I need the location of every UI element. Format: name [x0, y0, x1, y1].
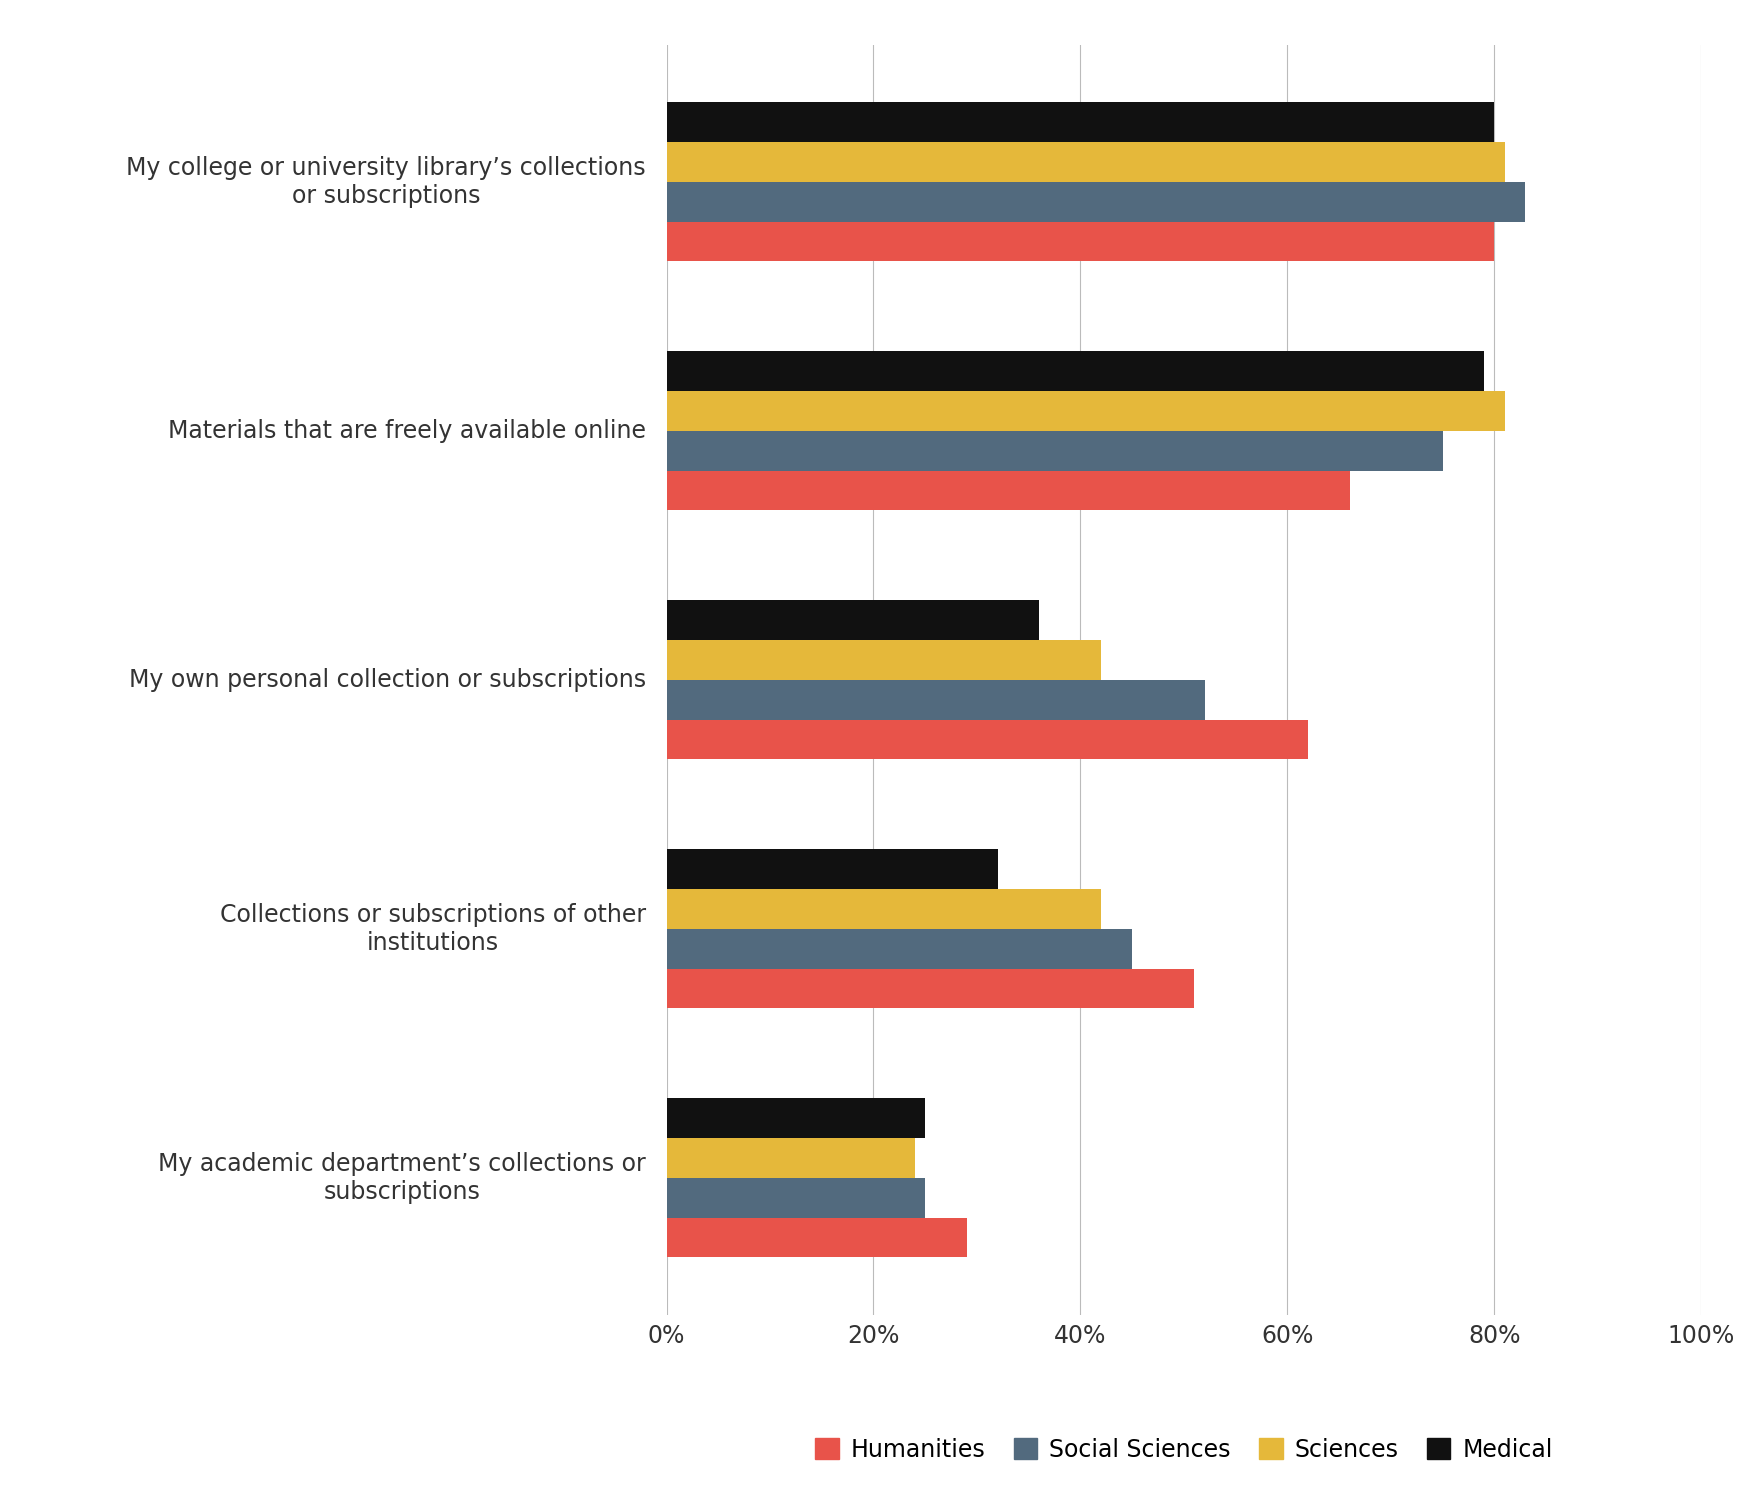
Bar — [667, 221, 1494, 261]
Bar — [667, 391, 1505, 430]
Legend: Humanities, Social Sciences, Sciences, Medical: Humanities, Social Sciences, Sciences, M… — [805, 1428, 1563, 1472]
Bar — [667, 968, 1194, 1008]
Bar — [667, 849, 998, 889]
Bar — [667, 1177, 926, 1218]
Bar — [667, 929, 1133, 968]
Bar — [667, 639, 1102, 680]
Bar — [667, 1218, 966, 1258]
Bar — [667, 680, 1205, 720]
Bar — [667, 471, 1349, 511]
Bar — [667, 430, 1442, 471]
Bar — [667, 182, 1526, 221]
Bar — [667, 1138, 916, 1177]
Bar — [667, 720, 1308, 759]
Bar — [667, 351, 1484, 391]
Bar — [667, 601, 1038, 639]
Bar — [667, 889, 1102, 929]
Bar — [667, 142, 1505, 182]
Bar — [667, 1098, 926, 1138]
Bar — [667, 102, 1494, 142]
